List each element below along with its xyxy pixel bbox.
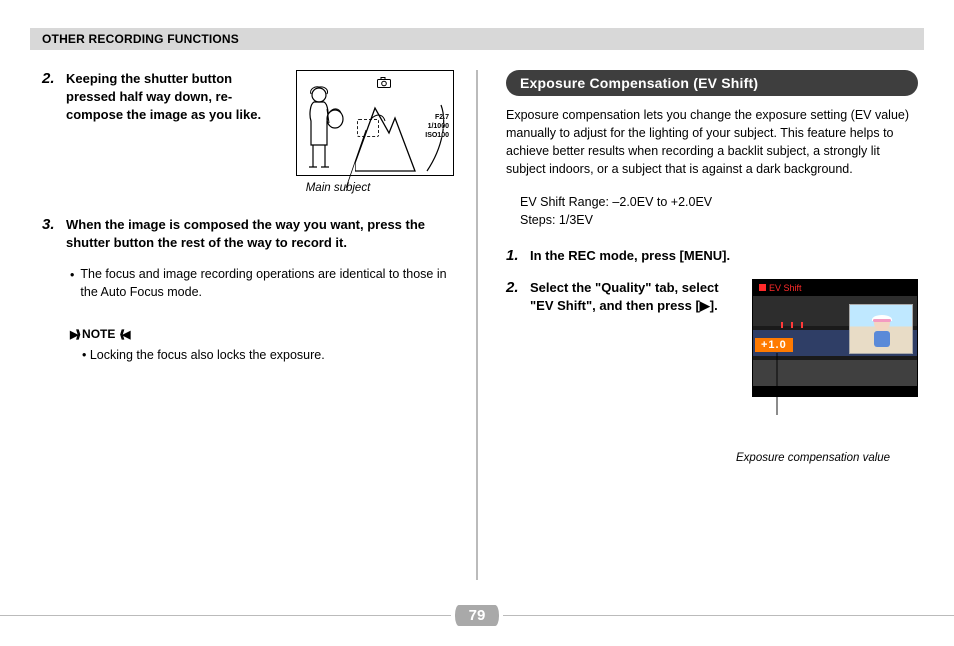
f-stop-value: F2.7	[425, 113, 449, 122]
scale-tick-icon	[781, 322, 783, 328]
scale-tick-icon	[801, 322, 803, 328]
camera-icon	[377, 77, 391, 91]
manual-page: OTHER RECORDING FUNCTIONS 2. Keeping the…	[0, 0, 954, 646]
step-number: 2.	[506, 279, 530, 315]
page-footer: 79	[0, 605, 954, 626]
bullet-icon: •	[70, 266, 74, 301]
bullet-text: The focus and image recording operations…	[80, 266, 454, 301]
right-column: Exposure Compensation (EV Shift) Exposur…	[478, 70, 924, 570]
step-number: 1.	[506, 247, 530, 265]
leader-line	[326, 130, 386, 200]
ev-range-line: EV Shift Range: –2.0EV to +2.0EV	[520, 193, 918, 211]
left-column: 2. Keeping the shutter button pressed ha…	[30, 70, 476, 570]
leader-line	[776, 353, 780, 419]
iso-value: ISO100	[425, 131, 449, 140]
screenshot-titlebar: EV Shift	[755, 282, 806, 294]
page-number: 79	[455, 605, 500, 626]
note-decor-left-icon: ▶⟩⟩	[70, 328, 78, 341]
note-decor-right-icon: ⟨⟨◀	[119, 328, 127, 341]
screenshot-caption: Exposure compensation value	[736, 451, 896, 465]
ev-range-block: EV Shift Range: –2.0EV to +2.0EV Steps: …	[520, 193, 918, 229]
step-text: In the REC mode, press [MENU].	[530, 247, 918, 265]
note-heading: ▶⟩⟩ NOTE ⟨⟨◀	[70, 327, 127, 341]
note-label-text: NOTE	[82, 327, 115, 341]
note-body: • Locking the focus also locks the expos…	[82, 347, 454, 365]
note-text: Locking the focus also locks the exposur…	[90, 348, 325, 362]
step-text: Keeping the shutter button pressed half …	[66, 70, 280, 125]
preview-thumbnail	[849, 304, 913, 354]
baby-photo-icon	[868, 311, 896, 347]
section-title-pill: Exposure Compensation (EV Shift)	[506, 70, 918, 96]
step-bullet-list: • The focus and image recording operatio…	[70, 266, 454, 301]
section-intro-text: Exposure compensation lets you change th…	[506, 106, 918, 179]
step-text: When the image is composed the way you w…	[66, 216, 454, 252]
section-header: OTHER RECORDING FUNCTIONS	[30, 28, 924, 50]
footer-rule	[503, 615, 954, 616]
shutter-speed-value: 1/1000	[425, 122, 449, 131]
ev-steps-line: Steps: 1/3EV	[520, 211, 918, 229]
screenshot-title-text: EV Shift	[769, 283, 802, 293]
two-column-layout: 2. Keeping the shutter button pressed ha…	[30, 70, 924, 570]
title-marker-icon	[759, 284, 766, 291]
scale-tick-icon	[791, 322, 793, 328]
footer-rule	[0, 615, 451, 616]
step-text: Select the "Quality" tab, select "EV Shi…	[530, 279, 738, 315]
lcd-readout: F2.7 1/1000 ISO100	[425, 113, 449, 140]
step-number: 3.	[42, 216, 66, 252]
step-number: 2.	[42, 70, 66, 125]
ev-value-badge: +1.0	[755, 338, 793, 352]
